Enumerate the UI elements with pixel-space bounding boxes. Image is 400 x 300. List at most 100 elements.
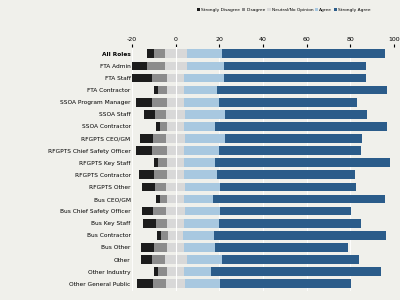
Bar xyxy=(156,195,160,203)
Bar xyxy=(184,243,215,252)
Bar xyxy=(162,231,168,240)
Bar xyxy=(152,146,167,155)
Bar xyxy=(160,195,167,203)
Bar xyxy=(154,158,158,167)
Bar xyxy=(219,146,361,155)
Bar xyxy=(176,98,184,106)
Bar xyxy=(152,98,167,106)
Bar xyxy=(167,219,176,228)
Bar xyxy=(220,207,352,215)
Bar xyxy=(224,74,366,82)
Bar xyxy=(153,279,166,288)
Bar xyxy=(184,170,217,179)
Bar xyxy=(167,243,176,252)
Bar xyxy=(176,110,186,118)
Bar xyxy=(176,86,184,94)
Bar xyxy=(186,110,225,118)
Bar xyxy=(144,110,155,118)
Bar xyxy=(176,279,186,288)
Bar xyxy=(153,207,166,215)
Bar xyxy=(219,219,361,228)
Bar xyxy=(147,50,154,58)
Bar xyxy=(154,50,165,58)
Bar xyxy=(153,134,166,143)
Bar xyxy=(167,122,176,131)
Bar xyxy=(156,219,167,228)
Bar xyxy=(167,74,176,82)
Bar xyxy=(186,255,222,264)
Bar xyxy=(166,182,176,191)
Bar xyxy=(186,279,220,288)
Bar xyxy=(220,279,352,288)
Bar xyxy=(136,146,152,155)
Bar xyxy=(184,86,217,94)
Bar xyxy=(167,267,176,276)
Bar xyxy=(166,110,176,118)
Bar xyxy=(186,134,225,143)
Legend: Strongly Disagree, Disagree, Neutral/No Opinion, Agree, Strongly Agree: Strongly Disagree, Disagree, Neutral/No … xyxy=(197,8,371,13)
Bar xyxy=(167,98,176,106)
Bar xyxy=(165,255,176,264)
Bar xyxy=(217,170,355,179)
Bar xyxy=(154,243,167,252)
Bar xyxy=(167,195,176,203)
Bar xyxy=(184,146,219,155)
Bar xyxy=(176,182,186,191)
Bar xyxy=(143,219,156,228)
Bar xyxy=(220,182,356,191)
Bar xyxy=(215,243,348,252)
Bar xyxy=(176,61,186,70)
Bar xyxy=(142,207,153,215)
Bar xyxy=(142,182,155,191)
Bar xyxy=(215,158,390,167)
Bar xyxy=(215,122,388,131)
Bar xyxy=(141,255,152,264)
Bar xyxy=(176,219,184,228)
Bar xyxy=(158,86,167,94)
Bar xyxy=(141,243,154,252)
Bar xyxy=(176,195,184,203)
Bar xyxy=(152,74,167,82)
Bar xyxy=(211,267,381,276)
Bar xyxy=(157,231,162,240)
Bar xyxy=(225,110,367,118)
Bar xyxy=(184,98,219,106)
Bar xyxy=(176,134,186,143)
Bar xyxy=(184,158,215,167)
Bar xyxy=(156,122,160,131)
Bar xyxy=(219,98,357,106)
Bar xyxy=(176,255,186,264)
Bar xyxy=(140,134,153,143)
Bar xyxy=(155,182,166,191)
Bar xyxy=(186,182,220,191)
Bar xyxy=(138,279,153,288)
Bar xyxy=(213,195,385,203)
Bar xyxy=(154,267,158,276)
Bar xyxy=(132,74,152,82)
Bar xyxy=(176,267,184,276)
Bar xyxy=(167,146,176,155)
Bar xyxy=(214,231,386,240)
Bar xyxy=(184,195,213,203)
Bar xyxy=(167,158,176,167)
Bar xyxy=(222,50,385,58)
Bar xyxy=(184,267,211,276)
Bar xyxy=(225,134,362,143)
Bar xyxy=(166,279,176,288)
Bar xyxy=(155,110,166,118)
Bar xyxy=(158,158,167,167)
Bar xyxy=(130,61,147,70)
Bar xyxy=(168,231,176,240)
Bar xyxy=(176,122,184,131)
Bar xyxy=(222,255,359,264)
Bar xyxy=(166,134,176,143)
Bar xyxy=(154,86,158,94)
Bar xyxy=(186,50,222,58)
Bar xyxy=(224,61,366,70)
Bar xyxy=(176,146,184,155)
Bar xyxy=(184,219,219,228)
Bar xyxy=(176,158,184,167)
Bar xyxy=(167,170,176,179)
Bar xyxy=(217,86,388,94)
Bar xyxy=(167,86,176,94)
